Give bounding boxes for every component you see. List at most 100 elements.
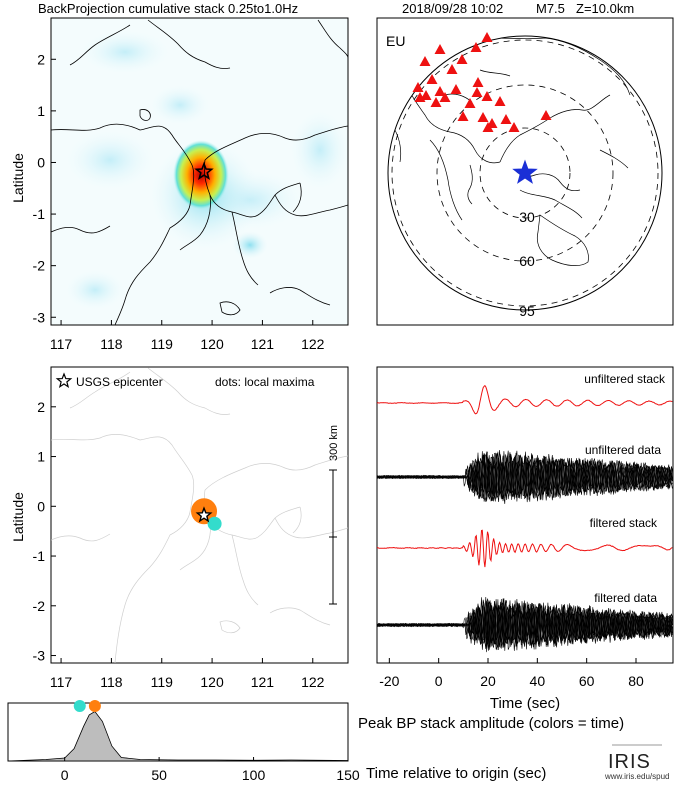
traces-xlabel: Time (sec) <box>490 695 560 712</box>
amplitude-xtick-label-3: 150 <box>336 767 360 783</box>
bp-map-frame <box>50 17 349 326</box>
traces-xtick-label-1: 0 <box>435 673 443 689</box>
figure-title: BackProjection cumulative stack 0.25to1.… <box>38 1 298 16</box>
maxima-map-xtick-label-2: 119 <box>151 674 174 690</box>
bp-coastlines <box>51 19 348 325</box>
trace-filtered-data-7 <box>376 602 673 653</box>
logo-url: www.iris.edu/spud <box>604 772 669 781</box>
event-datetime: 2018/09/28 10:02 <box>402 1 503 16</box>
station-marker-21 <box>482 122 494 132</box>
distance-ring-60 <box>436 84 614 262</box>
amplitude-frame <box>7 702 349 762</box>
traces-panel: unfiltered stack unfiltered data filtere… <box>376 366 674 712</box>
trace-filtered-data-3 <box>376 598 673 651</box>
station-marker-9 <box>434 86 446 96</box>
amplitude-time-markers <box>73 700 101 712</box>
bp-map-xtick-label-3: 120 <box>200 336 224 352</box>
bp-map-ytick-label-5: -3 <box>33 309 46 325</box>
trace-label-filtered-stack: filtered stack <box>590 516 658 530</box>
station-marker-24 <box>540 110 552 120</box>
maxima-map-ytick-label-5: -3 <box>33 648 46 664</box>
station-marker-1 <box>434 44 446 54</box>
station-marker-7 <box>420 90 432 100</box>
event-depth: Z=10.0km <box>576 1 634 16</box>
logo-name: IRIS <box>608 751 651 773</box>
maxima-map-xtick-label-1: 118 <box>100 674 123 690</box>
bp-map-xtick-label-5: 122 <box>301 336 325 352</box>
station-marker-15 <box>464 98 476 108</box>
station-marker-0 <box>419 56 431 66</box>
maxima-map-xtick-label-4: 121 <box>251 674 275 690</box>
ring-label-60: 60 <box>519 253 535 269</box>
station-marker-3 <box>470 42 482 52</box>
bp-map-ytick-label-0: 2 <box>37 51 45 67</box>
maxima-map-xtick-label-5: 122 <box>301 674 325 690</box>
maxima-map-axes: 117 118 119 120 121 122 2 1 0 -1 -2 -3 <box>33 399 325 690</box>
maxima-map-panel: 300 km USGS epicenter dots: local maxima… <box>10 366 349 690</box>
bp-map-ytick-label-2: 0 <box>37 154 45 170</box>
trace-label-filtered-data: filtered data <box>594 591 657 605</box>
station-marker-10 <box>439 92 451 102</box>
station-marker-14 <box>472 77 484 87</box>
legend-dots-label: dots: local maxima <box>215 375 315 389</box>
iris-logo: IRIS www.iris.edu/spud <box>604 744 669 781</box>
station-marker-20 <box>500 114 512 124</box>
amplitude-marker-1 <box>88 700 101 712</box>
station-marker-22 <box>457 111 469 121</box>
station-marker-4 <box>481 32 493 42</box>
distance-ring-95 <box>391 39 659 307</box>
amplitude-title: Peak BP stack amplitude (colors = time) <box>358 715 624 732</box>
station-marker-13 <box>450 84 462 94</box>
bp-map-ytick-label-3: -1 <box>33 206 46 222</box>
trace-filtered-stack-0 <box>376 529 673 568</box>
amplitude-marker-0 <box>73 700 86 712</box>
traces-xtick-label-3: 40 <box>530 673 546 689</box>
trace-unfiltered-data-7 <box>376 450 673 502</box>
trace-unfiltered-data-6 <box>376 454 673 503</box>
maxima-map-xtick-label-0: 117 <box>50 674 73 690</box>
station-marker-8 <box>426 74 438 84</box>
amplitude-panel: 0 50 100 150 Peak BP stack amplitude (color… <box>7 700 624 783</box>
bp-map-ytick-label-1: 1 <box>37 103 45 119</box>
globe-outline <box>387 35 663 311</box>
maxima-map-ytick-label-0: 2 <box>37 399 45 415</box>
station-marker-25 <box>471 87 483 97</box>
maxima-map-ytick-label-3: -1 <box>33 548 46 564</box>
amplitude-xlabel: Time relative to origin (sec) <box>366 765 546 782</box>
station-globe-panel: EU star-icon 30 60 95 <box>376 17 674 326</box>
globe-region-label: EU <box>386 33 405 49</box>
scale-bar-label: 300 km <box>328 425 340 461</box>
ring-label-95: 95 <box>519 303 535 319</box>
amplitude-xtick-label-1: 50 <box>151 767 167 783</box>
local-maximum-dot-1 <box>207 516 222 531</box>
legend-star-icon <box>55 372 73 389</box>
station-marker-5 <box>456 54 468 64</box>
maxima-map-ytick-label-1: 1 <box>37 449 45 465</box>
bp-map-xtick-label-4: 121 <box>251 336 275 352</box>
bp-map-xtick-label-0: 117 <box>50 336 73 352</box>
amplitude-xtick-label-0: 0 <box>61 767 69 783</box>
traces-axes: -20 0 20 40 60 80 <box>379 658 644 689</box>
traces-xtick-label-2: 20 <box>480 673 496 689</box>
bp-map-axes: 117 118 119 120 121 122 2 1 0 -1 -2 -3 <box>33 51 325 352</box>
maxima-map-ytick-label-2: 0 <box>37 498 45 514</box>
trace-unfiltered-data-5 <box>376 453 673 504</box>
amplitude-xtick-label-2: 100 <box>242 767 266 783</box>
station-marker-6 <box>412 82 424 92</box>
event-magnitude: M7.5 <box>536 1 565 16</box>
distance-scale-bar <box>329 469 337 605</box>
station-markers <box>412 32 552 132</box>
trace-lines <box>376 384 673 653</box>
maxima-map-xtick-label-3: 120 <box>200 674 224 690</box>
trace-unfiltered-stack-0 <box>376 384 673 415</box>
traces-xtick-label-5: 80 <box>628 673 644 689</box>
bp-epicenter-star-icon <box>194 161 214 180</box>
bp-map-xtick-label-1: 118 <box>100 336 123 352</box>
bp-heat-field <box>51 18 348 325</box>
bp-map-ytick-label-4: -2 <box>33 258 46 274</box>
traces-xtick-label-4: 60 <box>579 673 595 689</box>
bp-map-ylabel: Latitude <box>10 153 26 203</box>
amplitude-axes: 0 50 100 150 <box>61 757 360 783</box>
